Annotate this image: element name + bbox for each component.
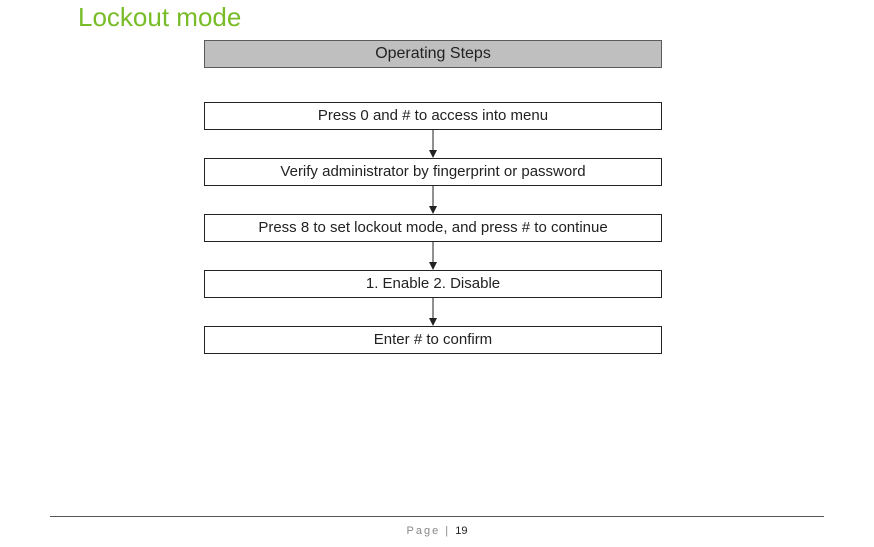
footer-page-number: 19: [455, 525, 467, 537]
flow-step-5: Enter # to confirm: [204, 326, 662, 354]
arrow-down-icon: [204, 130, 662, 158]
page-title: Lockout mode: [78, 2, 241, 33]
arrow-down-icon: [204, 242, 662, 270]
page-root: Lockout mode Operating Steps Press 0 and…: [0, 0, 874, 547]
arrow-down-icon: [204, 186, 662, 214]
flowchart: Operating Steps Press 0 and # to access …: [204, 40, 662, 354]
flow-step-4: 1. Enable 2. Disable: [204, 270, 662, 298]
flow-step-3: Press 8 to set lockout mode, and press #…: [204, 214, 662, 242]
footer-label: Page: [407, 525, 441, 537]
spacer: [204, 68, 662, 102]
footer-sep: |: [440, 525, 455, 537]
flow-step-2: Verify administrator by fingerprint or p…: [204, 158, 662, 186]
footer: Page | 19: [0, 525, 874, 537]
footer-rule: [50, 516, 824, 517]
arrow-down-icon: [204, 298, 662, 326]
flow-header: Operating Steps: [204, 40, 662, 68]
flow-step-1: Press 0 and # to access into menu: [204, 102, 662, 130]
